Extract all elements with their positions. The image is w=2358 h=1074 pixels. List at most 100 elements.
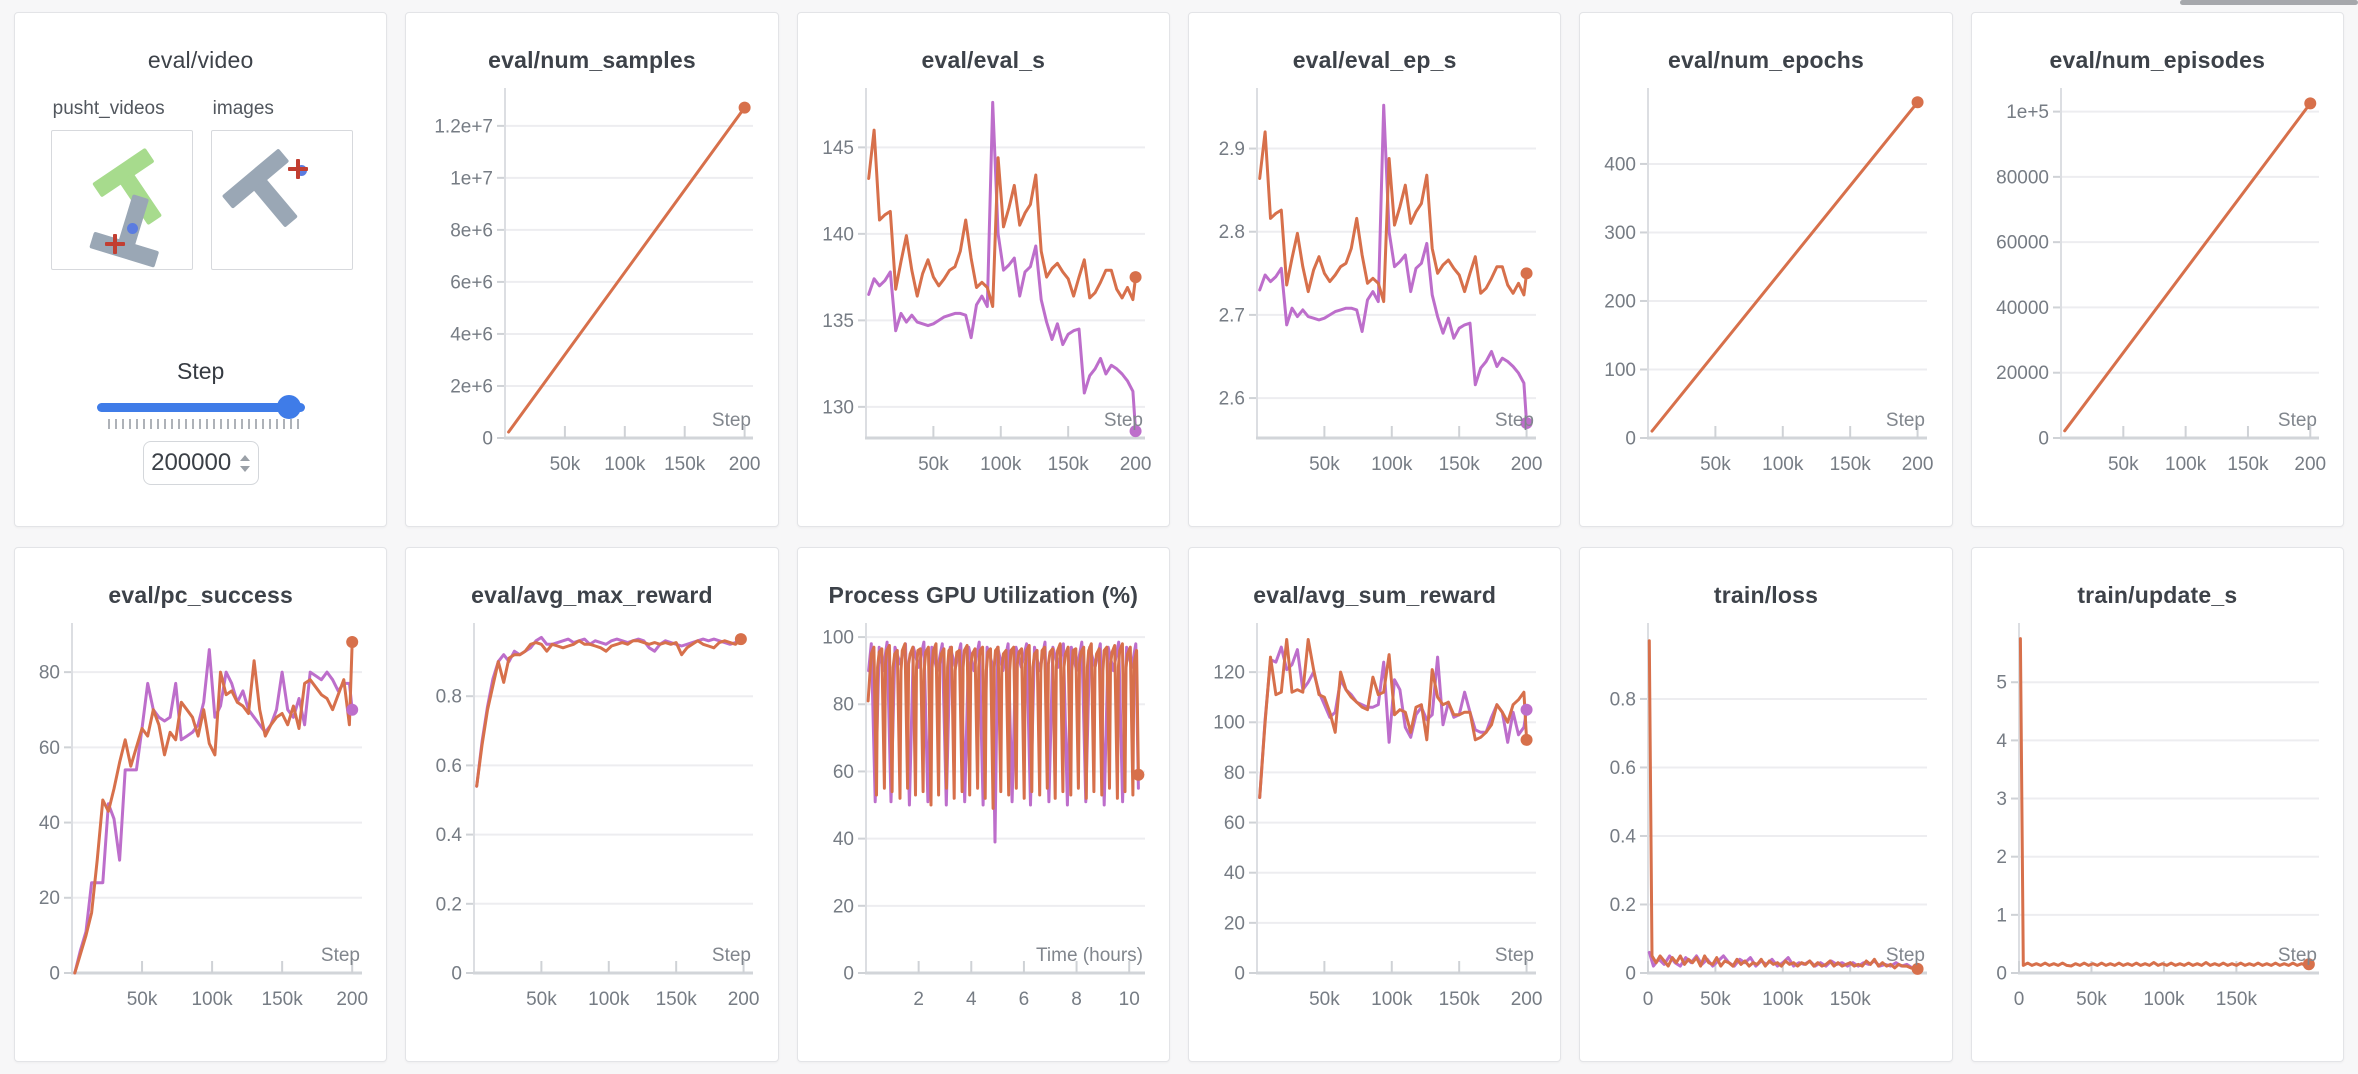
svg-text:40: 40 <box>833 829 854 850</box>
images-thumbnail[interactable] <box>210 130 353 270</box>
panel-eval-eval-s: eval/eval_s 130 135 140 145 50k 100k 150k 200 St… <box>796 12 1170 527</box>
svg-text:Step: Step <box>712 945 751 966</box>
svg-text:200: 200 <box>1605 291 1637 312</box>
svg-text:100: 100 <box>822 628 854 649</box>
svg-text:10: 10 <box>1118 989 1139 1010</box>
svg-text:300: 300 <box>1605 223 1637 244</box>
svg-text:50k: 50k <box>1701 989 1732 1010</box>
svg-text:20: 20 <box>39 888 60 909</box>
svg-text:150k: 150k <box>1830 989 1872 1010</box>
svg-text:2: 2 <box>913 989 924 1010</box>
chart-title: eval/avg_max_reward <box>471 582 713 608</box>
media-label: pusht_videos <box>52 98 165 119</box>
svg-text:100k: 100k <box>2165 454 2207 475</box>
svg-text:0: 0 <box>2014 989 2025 1010</box>
line-chart-gpu-utilization[interactable]: 0 20 40 60 80 100 2 4 6 8 10 Time (hours) <box>806 613 1161 1025</box>
panel-eval-num-episodes: eval/num_episodes 0 20000 40000 60000 80000 1… <box>1970 12 2344 527</box>
line-chart-train-update-s[interactable]: 0 1 2 3 4 5 0 50k 100k 150k Step <box>1980 613 2335 1025</box>
panel-eval-num-samples: eval/num_samples 0 2e+6 4e+6 6e+6 8e+6 1e+7 1.… <box>405 12 779 527</box>
svg-text:200: 200 <box>1902 454 1934 475</box>
media-label: images <box>212 98 274 119</box>
svg-text:50k: 50k <box>1701 454 1732 475</box>
panel-eval-eval-ep-s: eval/eval_ep_s 2.6 2.7 2.8 2.9 50k 100k 150k 20… <box>1188 12 1562 527</box>
svg-text:50k: 50k <box>2108 454 2139 475</box>
panel-title: eval/video <box>147 47 254 73</box>
svg-text:50k: 50k <box>550 454 581 475</box>
svg-text:2e+6: 2e+6 <box>451 376 494 397</box>
chart-title: train/update_s <box>2077 582 2238 608</box>
svg-text:8: 8 <box>1071 989 1082 1010</box>
svg-text:Step: Step <box>2278 410 2317 431</box>
svg-text:100k: 100k <box>980 454 1022 475</box>
svg-text:0: 0 <box>843 963 854 984</box>
spinner-up-icon[interactable] <box>240 454 251 461</box>
target-cross <box>287 159 308 179</box>
media-row: pusht_videos images <box>15 98 386 270</box>
step-slider-knob[interactable] <box>276 395 301 419</box>
spinner-down-icon[interactable] <box>240 465 251 472</box>
svg-text:0.8: 0.8 <box>436 687 462 708</box>
line-chart-eval-num-episodes[interactable]: 0 20000 40000 60000 80000 1e+5 50k 100k 150k 200 S… <box>1980 78 2335 490</box>
step-input-value[interactable]: 200000 <box>151 449 232 476</box>
svg-text:0.4: 0.4 <box>436 825 463 846</box>
step-slider-label: Step <box>177 358 225 384</box>
svg-text:Step: Step <box>1495 945 1534 966</box>
step-slider[interactable] <box>96 395 305 419</box>
svg-text:140: 140 <box>822 224 854 245</box>
line-chart-eval-pc-success[interactable]: 0 20 40 60 80 50k 100k 150k 200 Step <box>23 613 378 1025</box>
target-cross <box>104 234 125 254</box>
svg-text:50k: 50k <box>1309 989 1340 1010</box>
pusht-videos-thumbnail[interactable] <box>50 130 193 270</box>
svg-text:200: 200 <box>1511 989 1543 1010</box>
svg-text:2: 2 <box>1996 847 2007 868</box>
svg-text:150k: 150k <box>1439 989 1481 1010</box>
svg-text:0.2: 0.2 <box>436 894 462 915</box>
svg-text:200: 200 <box>336 989 368 1010</box>
media-item-images: images <box>210 98 353 270</box>
svg-text:0.6: 0.6 <box>1610 758 1636 779</box>
line-chart-eval-num-epochs[interactable]: 0 100 200 300 400 50k 100k 150k 200 Step <box>1588 78 1943 490</box>
svg-text:135: 135 <box>822 311 854 332</box>
svg-text:100: 100 <box>1213 713 1245 734</box>
chart-title: Process GPU Utilization (%) <box>828 582 1139 608</box>
svg-text:50k: 50k <box>1309 454 1340 475</box>
line-chart-eval-avg-max-reward[interactable]: 0 0.2 0.4 0.6 0.8 50k 100k 150k 200 Step <box>414 613 769 1025</box>
line-chart-eval-num-samples[interactable]: 0 2e+6 4e+6 6e+6 8e+6 1e+7 1.2e+7 50k 100k 150k 20… <box>414 78 769 490</box>
svg-text:20: 20 <box>1224 913 1245 934</box>
svg-text:20: 20 <box>833 896 854 917</box>
svg-text:0: 0 <box>452 963 463 984</box>
svg-text:150k: 150k <box>262 989 304 1010</box>
svg-text:Step: Step <box>1495 410 1534 431</box>
svg-text:20000: 20000 <box>1996 363 2049 384</box>
step-slider-ticks <box>107 419 302 429</box>
svg-text:200: 200 <box>1511 454 1543 475</box>
svg-text:100k: 100k <box>1371 989 1413 1010</box>
svg-text:150k: 150k <box>2216 989 2258 1010</box>
svg-text:5: 5 <box>1996 673 2007 694</box>
chart-title: eval/num_epochs <box>1667 47 1864 73</box>
svg-text:100k: 100k <box>1763 989 1805 1010</box>
svg-text:200: 200 <box>728 989 760 1010</box>
line-chart-eval-eval-s[interactable]: 130 135 140 145 50k 100k 150k 200 Step <box>806 78 1161 490</box>
line-chart-eval-eval-ep-s[interactable]: 2.6 2.7 2.8 2.9 50k 100k 150k 200 Step <box>1197 78 1552 490</box>
chart-title: eval/eval_s <box>921 47 1046 73</box>
svg-text:Step: Step <box>1886 945 1925 966</box>
horizontal-scrollbar-thumb[interactable] <box>2180 0 2358 5</box>
step-input-spinner[interactable] <box>240 454 251 472</box>
agent-dot <box>126 223 138 234</box>
svg-text:200: 200 <box>2294 454 2326 475</box>
chart-title: eval/pc_success <box>108 582 293 608</box>
svg-text:200: 200 <box>1120 454 1152 475</box>
svg-text:60: 60 <box>39 738 60 759</box>
svg-text:2.9: 2.9 <box>1219 139 1245 160</box>
svg-text:Step: Step <box>1104 410 1143 431</box>
line-chart-train-loss[interactable]: 0 0.2 0.4 0.6 0.8 0 50k 100k 150k Step <box>1588 613 1943 1025</box>
svg-text:Step: Step <box>321 945 360 966</box>
svg-text:8e+6: 8e+6 <box>451 220 494 241</box>
svg-text:100k: 100k <box>192 989 234 1010</box>
svg-text:150k: 150k <box>1047 454 1089 475</box>
line-chart-eval-avg-sum-reward[interactable]: 0 20 40 60 80 100 120 50k 100k 150k 200 Step <box>1197 613 1552 1025</box>
panel-eval-pc-success: eval/pc_success 0 20 40 60 80 50k 100k 150k 200 S… <box>14 547 388 1062</box>
step-input[interactable]: 200000 <box>142 441 259 485</box>
